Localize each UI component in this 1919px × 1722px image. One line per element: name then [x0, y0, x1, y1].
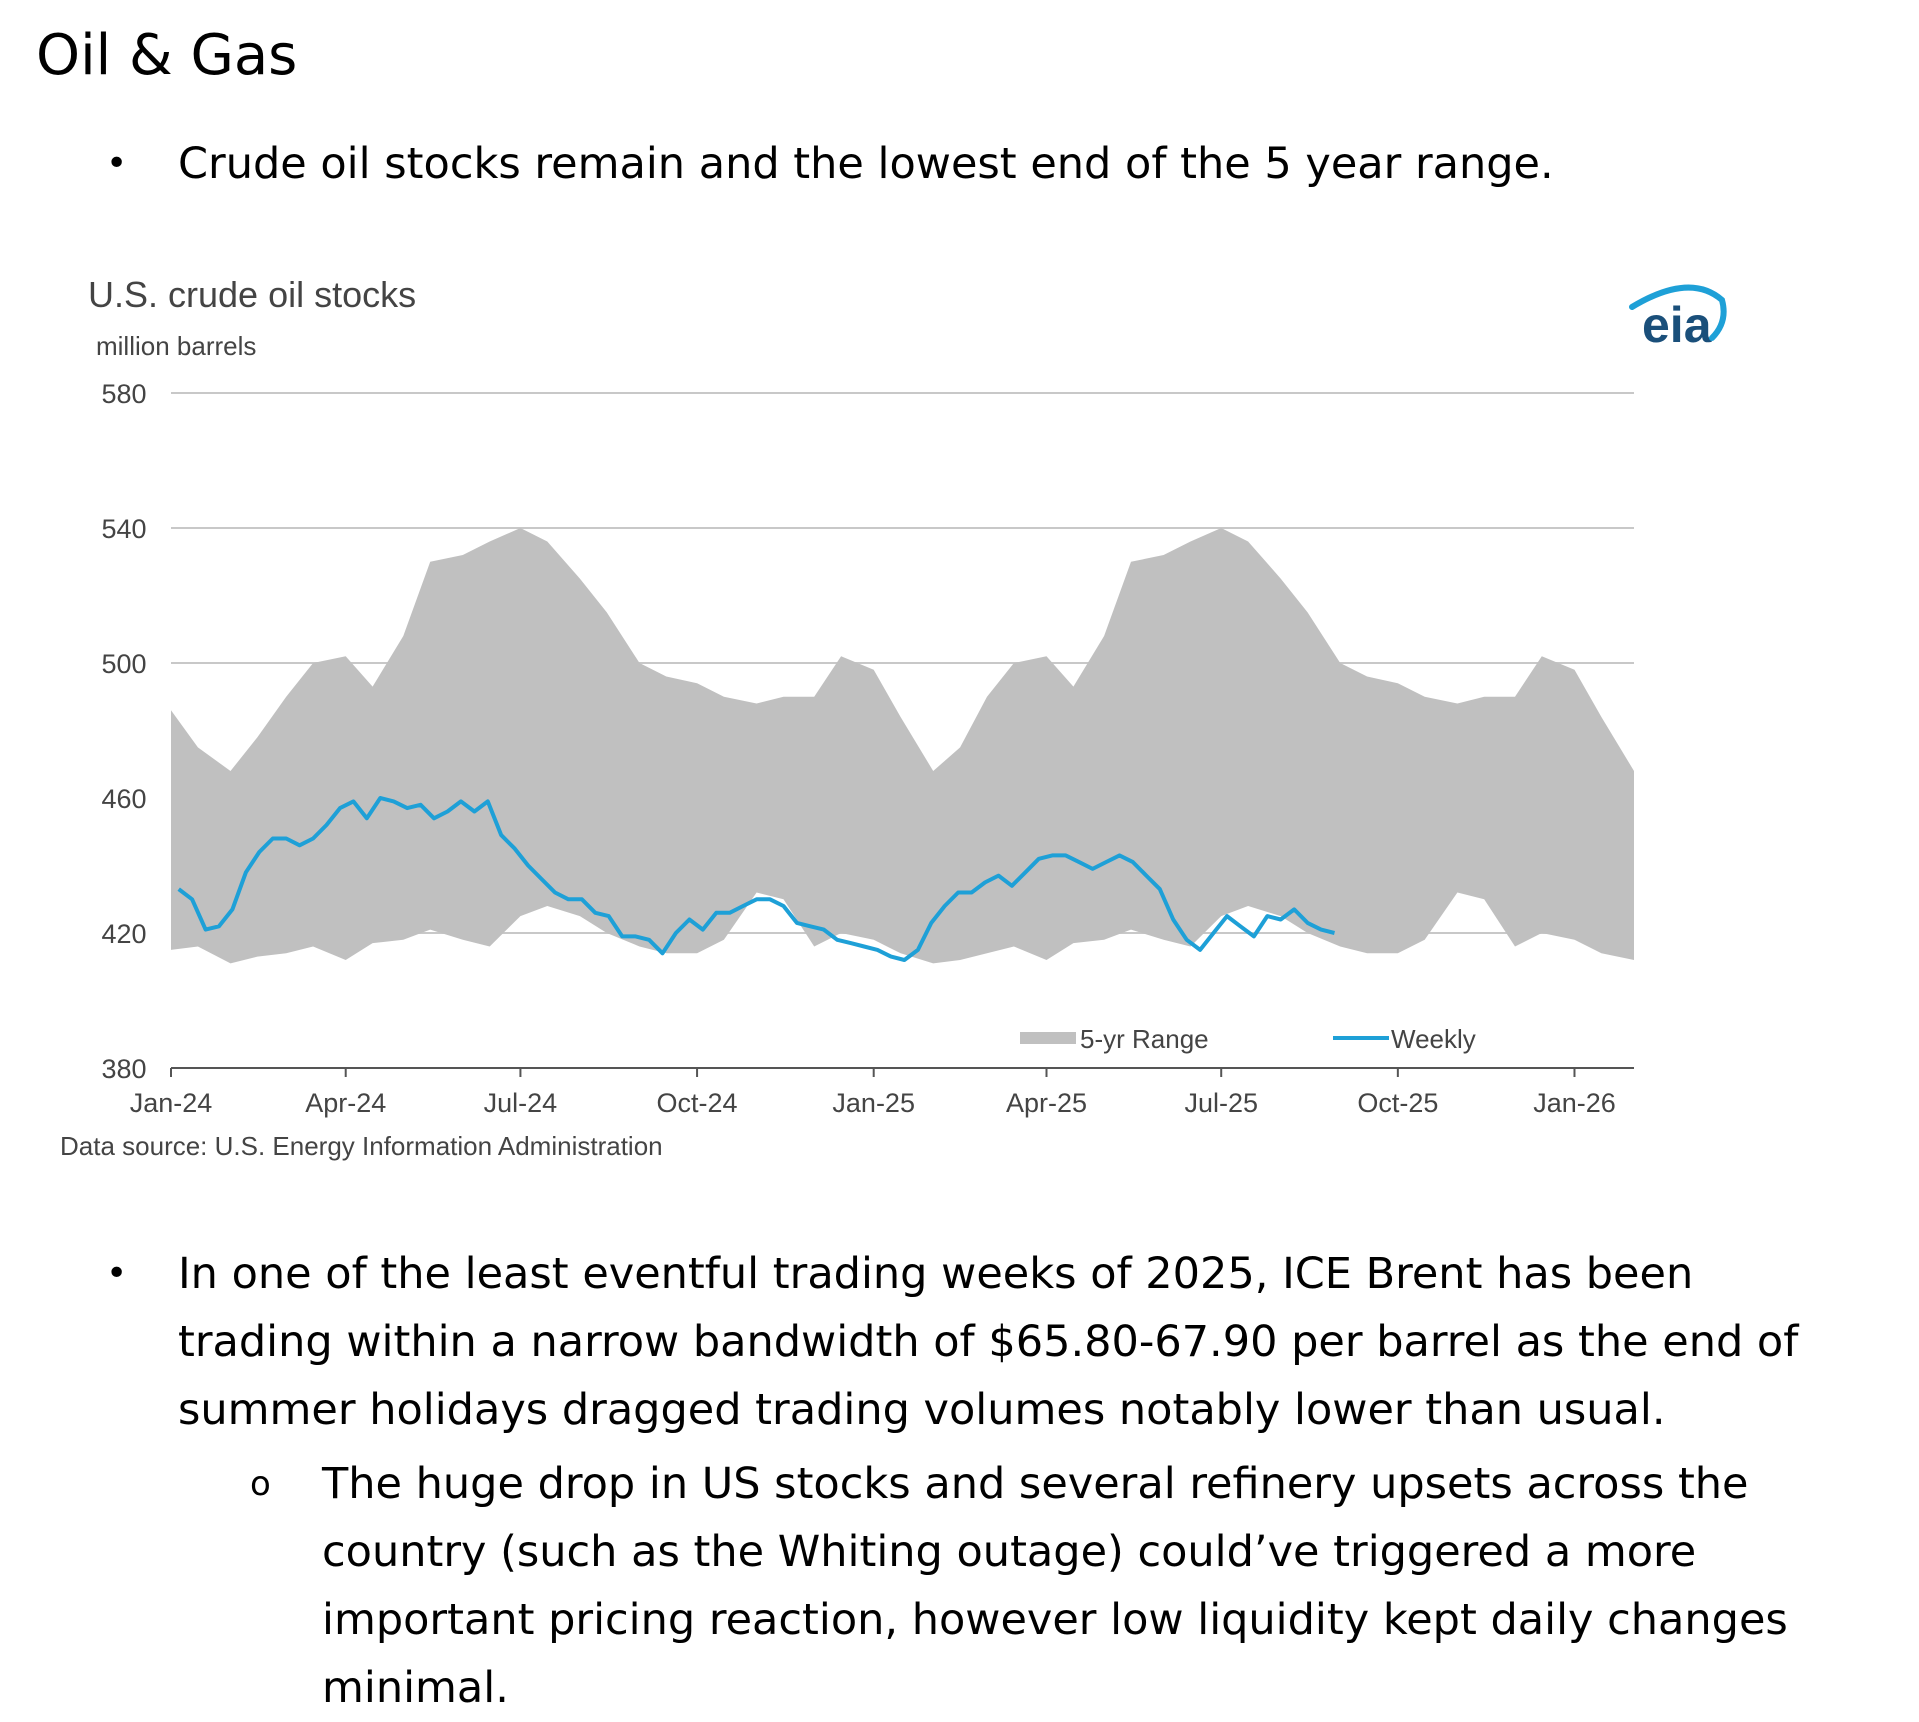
y-tick-label: 500: [101, 649, 146, 679]
chart-axes: 380 420 460 500 540 580 Jan-24 Apr-24 Jul-24 Oct-…: [101, 379, 1634, 1118]
x-tick-label: Jul-25: [1184, 1088, 1258, 1118]
sub-bullet-us-stocks: o The huge drop in US stocks and several…: [250, 1450, 1915, 1713]
x-tick-label: Oct-24: [657, 1088, 738, 1118]
bullet-text: In one of the least eventful trading wee…: [178, 1240, 1798, 1444]
y-tick-label: 460: [101, 784, 146, 814]
eia-logo-arc: [1629, 284, 1727, 341]
chart-weekly-line-layer: [177, 796, 1335, 962]
chart-source-note: Data source: U.S. Energy Information Adm…: [60, 1131, 663, 1161]
x-tick-label: Apr-24: [305, 1088, 386, 1118]
chart-range-band-layer: [171, 528, 1634, 964]
circle-bullet-icon: o: [250, 1464, 271, 1504]
bullet-text: The huge drop in US stocks and several r…: [322, 1450, 1788, 1722]
bullet-line: important pricing reaction, however low …: [322, 1595, 1788, 1645]
chart-svg: U.S. crude oil stocks million barrels ei…: [60, 274, 1727, 1161]
y-tick-label: 580: [101, 379, 146, 409]
y-tick-label: 420: [101, 919, 146, 949]
legend-label-weekly: Weekly: [1391, 1024, 1476, 1054]
crude-oil-stocks-chart: U.S. crude oil stocks million barrels ei…: [50, 262, 1750, 1172]
range-band-area: [171, 528, 1634, 964]
y-tick-label: 380: [101, 1054, 146, 1084]
bullet-line: In one of the least eventful trading wee…: [178, 1249, 1694, 1299]
bullet-line: trading within a narrow bandwidth of $65…: [178, 1317, 1799, 1367]
legend-label-range: 5-yr Range: [1080, 1024, 1209, 1054]
bullet-dot-icon: •: [106, 1253, 128, 1294]
bullet-line: minimal.: [322, 1663, 509, 1713]
legend-swatch-range: [1020, 1032, 1076, 1044]
bullet-line: country (such as the Whiting outage) cou…: [322, 1527, 1697, 1577]
x-tick-label: Jul-24: [484, 1088, 558, 1118]
bullet-dot-icon: •: [106, 143, 128, 184]
section-heading: Oil & Gas: [36, 23, 298, 88]
bullet-line: summer holidays dragged trading volumes …: [178, 1385, 1666, 1435]
bullet-line: The huge drop in US stocks and several r…: [322, 1459, 1749, 1509]
bullet-crude-stocks: • Crude oil stocks remain and the lowest…: [106, 130, 1806, 200]
bullet-text: Crude oil stocks remain and the lowest e…: [178, 139, 1554, 189]
x-tick-label: Jan-26: [1533, 1088, 1616, 1118]
x-tick-label: Oct-25: [1357, 1088, 1438, 1118]
eia-logo-text: eia: [1642, 297, 1713, 353]
chart-legend: 5-yr Range Weekly: [1020, 1024, 1476, 1054]
weekly-series-line: [177, 796, 1335, 962]
eia-logo: eia: [1629, 284, 1727, 353]
chart-y-axis-label: million barrels: [96, 331, 256, 361]
y-tick-label: 540: [101, 514, 146, 544]
bullet-brent-trading: • In one of the least eventful trading w…: [106, 1240, 1916, 1450]
x-tick-label: Apr-25: [1006, 1088, 1087, 1118]
x-tick-label: Jan-25: [832, 1088, 915, 1118]
chart-title: U.S. crude oil stocks: [88, 274, 416, 315]
x-tick-label: Jan-24: [130, 1088, 213, 1118]
